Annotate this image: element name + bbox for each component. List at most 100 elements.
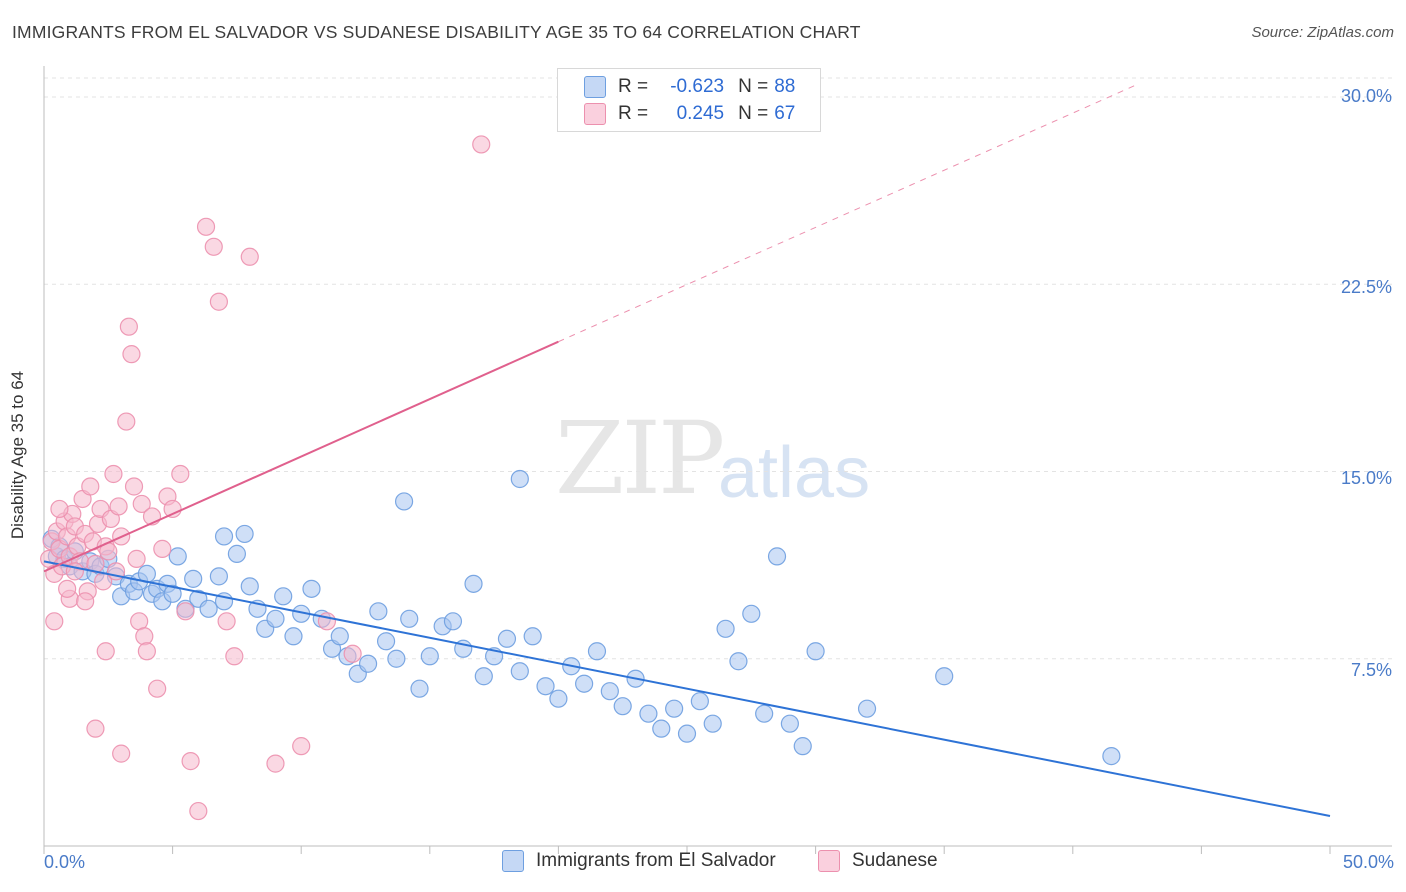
legend-swatch-pink [818,850,840,872]
y-tick-label-7-5: 7.5% [1350,660,1392,680]
data-point-el-salvador [665,699,684,718]
data-point-el-salvador [302,579,321,598]
trend-line-sudanese [43,340,559,573]
data-point-sudanese [266,754,285,773]
data-point-sudanese [240,247,259,266]
data-point-el-salvador [474,667,493,686]
data-point-el-salvador [690,692,709,711]
data-point-sudanese [153,539,172,558]
data-point-sudanese [196,217,216,236]
data-point-el-salvador [793,737,812,756]
data-point-sudanese [204,237,223,256]
data-point-el-salvador [755,704,774,723]
data-point-el-salvador [677,724,697,743]
watermark-atlas: atlas [718,433,871,513]
data-point-el-salvador [420,647,439,666]
y-tick-label-15: 15.0% [1340,468,1392,488]
data-point-el-salvador [767,547,787,566]
data-point-el-salvador [274,587,293,606]
r-label: R = [618,76,649,97]
data-point-sudanese [209,292,228,311]
n-label: N = [738,103,769,124]
y-tick-label-30: 30.0% [1340,86,1392,106]
data-point-sudanese [135,627,154,646]
data-point-el-salvador [703,714,722,733]
legend-swatch-pink [584,103,606,125]
data-point-sudanese [117,412,136,431]
r-label: R = [618,103,649,124]
data-point-el-salvador [369,602,388,621]
data-point-el-salvador [587,642,607,661]
data-point-el-salvador [742,604,761,623]
data-point-el-salvador [443,612,463,631]
data-point-sudanese [122,345,141,364]
data-point-sudanese [225,647,244,666]
data-point-el-salvador [235,524,254,544]
n-label: N = [738,76,769,97]
data-point-el-salvador [639,704,658,723]
data-point-el-salvador [227,544,246,563]
data-point-sudanese [171,464,190,484]
data-point-sudanese [112,744,131,763]
legend-label: Sudanese [852,850,938,871]
data-point-el-salvador [330,627,349,646]
x-tick-label-max: 50.0% [1342,852,1394,872]
data-point-el-salvador [209,567,228,586]
y-axis-label: Disability Age 35 to 64 [8,370,27,540]
data-point-sudanese [86,719,105,738]
data-point-sudanese [58,579,77,598]
n-value: 67 [774,103,796,124]
data-point-el-salvador [613,697,632,716]
source-label: Source: ZipAtlas.com [1251,24,1394,41]
trend-line-el-salvador [43,560,1331,818]
data-point-sudanese [76,592,95,611]
data-point-el-salvador [184,569,203,588]
data-point-sudanese [127,549,146,568]
data-point-sudanese [104,464,123,484]
data-point-el-salvador [387,649,406,668]
data-point-el-salvador [523,627,542,646]
data-point-el-salvador [600,682,619,701]
data-point-el-salvador [935,667,954,686]
data-point-sudanese [124,477,144,496]
data-point-el-salvador [358,654,378,673]
data-point-el-salvador [163,584,182,603]
data-point-el-salvador [652,719,671,738]
legend-swatch-blue [502,850,524,872]
data-point-el-salvador [549,689,568,708]
data-point-sudanese [81,477,100,496]
data-point-el-salvador [1102,747,1121,766]
data-point-el-salvador [464,574,483,593]
stats-legend: R = -0.623 N = 88 R = 0.245 N = 67 [557,68,821,132]
data-point-sudanese [119,317,138,336]
data-point-sudanese [109,497,128,516]
data-point-sudanese [50,499,69,519]
data-point-el-salvador [536,677,555,696]
data-point-el-salvador [510,469,529,489]
legend-item-el-salvador: Immigrants from El Salvador [502,850,776,872]
r-value: -0.623 [670,76,725,97]
data-point-sudanese [148,679,167,698]
x-tick-label-min: 0.0% [44,852,86,872]
trend-line-sudanese-extension [558,84,1138,343]
data-point-sudanese [45,612,64,631]
data-point-el-salvador [394,492,414,511]
data-point-sudanese [96,642,115,661]
r-value: 0.245 [676,103,725,124]
watermark-zip: ZIP [555,400,725,517]
data-point-el-salvador [575,674,594,693]
data-point-sudanese [343,644,362,663]
stats-legend-row-blue: R = -0.623 N = 88 [584,74,795,100]
data-point-el-salvador [199,599,218,618]
data-point-el-salvador [376,632,396,651]
data-point-el-salvador [729,652,748,671]
y-tick-label-22-5: 22.5% [1340,277,1392,297]
data-point-el-salvador [780,714,799,733]
data-point-el-salvador [857,699,877,718]
legend-label: Immigrants from El Salvador [536,850,776,871]
data-point-sudanese [137,642,156,661]
data-point-sudanese [217,612,236,631]
data-point-el-salvador [214,527,234,546]
data-point-sudanese [132,494,151,514]
data-point-el-salvador [806,642,825,661]
